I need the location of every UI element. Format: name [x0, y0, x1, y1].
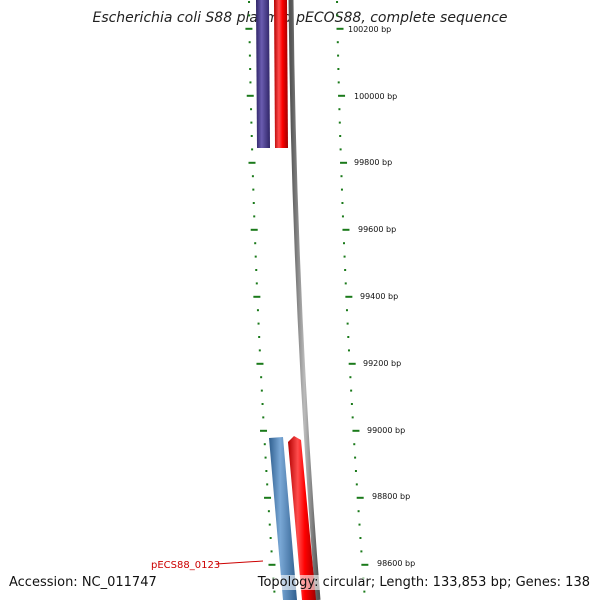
summary-text: Topology: circular; Length: 133,853 bp; … — [257, 575, 590, 590]
outer-ticks — [336, 1, 369, 593]
accession-text: Accession: NC_011747 — [9, 575, 157, 590]
reverse-gene-blue — [269, 437, 297, 600]
forward-gene-red-bottom — [288, 436, 316, 600]
tick-label-99600: 99600 bp — [358, 225, 396, 234]
map-title: Escherichia coli S88 plasmid pECOS88, co… — [92, 10, 508, 26]
tick-label-98800: 98800 bp — [372, 492, 410, 501]
tick-label-99400: 99400 bp — [360, 292, 398, 301]
gene-label-leader — [215, 560, 264, 565]
forward-gene-red-top — [274, 0, 288, 148]
tick-label-100200: 100200 bp — [348, 25, 391, 34]
inner-ticks — [245, 1, 276, 593]
tick-label-99800: 99800 bp — [354, 158, 392, 167]
tick-label-100000: 100000 bp — [354, 92, 397, 101]
backbone-arc — [288, 0, 321, 600]
tick-label-99200: 99200 bp — [363, 359, 401, 368]
reverse-gene-purple — [256, 0, 270, 148]
tick-label-98600: 98600 bp — [377, 559, 415, 568]
tick-label-99000: 99000 bp — [367, 426, 405, 435]
gene-label-pecs88-0123: pECS88_0123 — [151, 560, 220, 571]
